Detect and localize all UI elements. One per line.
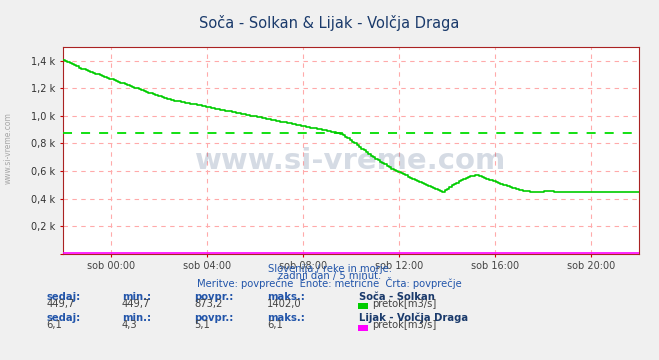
Text: min.:: min.: [122, 292, 151, 302]
Text: www.si-vreme.com: www.si-vreme.com [4, 112, 13, 184]
Text: zadnji dan / 5 minut.: zadnji dan / 5 minut. [278, 271, 381, 282]
Text: Soča - Solkan & Lijak - Volčja Draga: Soča - Solkan & Lijak - Volčja Draga [199, 15, 460, 31]
Text: 1402,0: 1402,0 [267, 299, 302, 309]
Text: 5,1: 5,1 [194, 320, 210, 330]
Text: Meritve: povprečne  Enote: metrične  Črta: povprečje: Meritve: povprečne Enote: metrične Črta:… [197, 277, 462, 289]
Text: www.si-vreme.com: www.si-vreme.com [195, 147, 507, 175]
Text: 449,7: 449,7 [46, 299, 74, 309]
Text: maks.:: maks.: [267, 313, 304, 323]
Text: 873,2: 873,2 [194, 299, 223, 309]
Text: sedaj:: sedaj: [46, 313, 80, 323]
Text: sedaj:: sedaj: [46, 292, 80, 302]
Text: 6,1: 6,1 [267, 320, 283, 330]
Text: Slovenija / reke in morje.: Slovenija / reke in morje. [268, 264, 391, 274]
Text: pretok[m3/s]: pretok[m3/s] [372, 299, 436, 309]
Text: povpr.:: povpr.: [194, 313, 234, 323]
Text: Lijak - Volčja Draga: Lijak - Volčja Draga [359, 312, 469, 323]
Text: povpr.:: povpr.: [194, 292, 234, 302]
Text: min.:: min.: [122, 313, 151, 323]
Text: pretok[m3/s]: pretok[m3/s] [372, 320, 436, 330]
Text: 6,1: 6,1 [46, 320, 62, 330]
Text: Soča - Solkan: Soča - Solkan [359, 292, 435, 302]
Text: maks.:: maks.: [267, 292, 304, 302]
Text: 4,3: 4,3 [122, 320, 138, 330]
Text: 449,7: 449,7 [122, 299, 150, 309]
